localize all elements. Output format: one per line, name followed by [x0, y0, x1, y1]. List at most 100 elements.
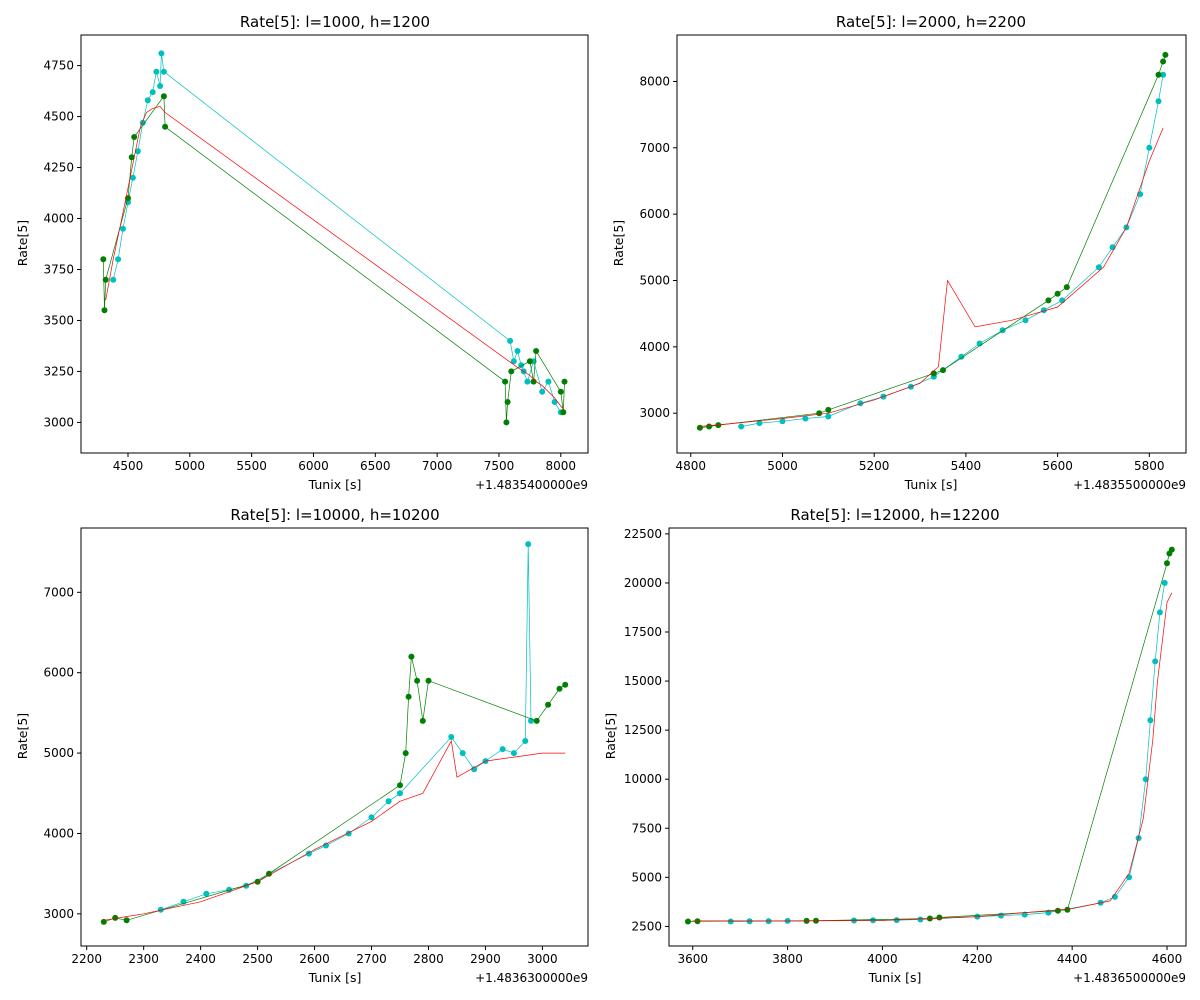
data-point-green: [545, 701, 552, 708]
y-tick-label: 22500: [624, 527, 662, 541]
data-point-green: [1063, 284, 1070, 291]
x-tick-label: 4500: [113, 459, 144, 473]
data-point-green: [1064, 906, 1071, 913]
data-point-green: [162, 123, 169, 130]
x-tick-label: 2500: [242, 952, 273, 966]
data-layer: [696, 51, 1169, 431]
data-point-green: [397, 782, 403, 789]
data-point-cyan: [115, 256, 122, 263]
y-tick-label: 4500: [43, 110, 74, 124]
data-point-cyan: [525, 541, 532, 548]
data-point-cyan: [857, 400, 864, 407]
axes-frame: [80, 34, 589, 454]
series-line-red: [699, 127, 1164, 427]
data-point-green: [561, 378, 568, 385]
y-axis-label: Rate[5]: [611, 220, 626, 266]
data-point-cyan: [1095, 264, 1102, 271]
x-tick-label: 3000: [527, 952, 558, 966]
x-tick-label: 5600: [1042, 459, 1073, 473]
subplot-bottom-right: Rate[5]: l=12000, h=12200 3600 3800 4000 42…: [603, 506, 1187, 985]
y-tick-label: 15000: [624, 674, 662, 688]
data-point-green: [131, 134, 138, 140]
data-layer: [100, 50, 568, 426]
y-tick-label: 8000: [639, 74, 670, 88]
x-offset-label: +1.4835500000e9: [1073, 478, 1186, 492]
data-point-cyan: [153, 68, 160, 75]
data-point-cyan: [551, 399, 558, 405]
data-point-cyan: [1156, 609, 1163, 616]
data-point-green: [816, 410, 823, 417]
data-point-cyan: [157, 83, 164, 89]
x-tick-label: 5500: [236, 459, 267, 473]
data-point-cyan: [825, 413, 832, 420]
y-tick-label: 6000: [43, 666, 74, 680]
data-point-cyan: [1040, 307, 1047, 314]
data-point-cyan: [1022, 317, 1029, 324]
data-point-green: [1054, 290, 1061, 297]
data-point-cyan: [524, 378, 531, 385]
y-tick-label: 4000: [43, 212, 74, 226]
data-point-green: [112, 914, 119, 921]
x-tick-label: 2300: [128, 952, 159, 966]
x-tick-label: 2200: [71, 952, 102, 966]
data-point-cyan: [1059, 297, 1066, 304]
data-point-green: [696, 424, 703, 431]
x-tick-label: 2700: [356, 952, 387, 966]
x-tick-label: 4800: [675, 459, 706, 473]
data-point-green: [706, 423, 713, 430]
data-point-green: [530, 378, 537, 385]
y-axis-label: Rate[5]: [603, 713, 618, 759]
data-point-cyan: [459, 750, 466, 757]
data-point-green: [266, 870, 272, 877]
x-offset-label: +1.4836300000e9: [475, 971, 588, 985]
x-tick-label: 2600: [299, 952, 330, 966]
y-tick-label: 4250: [43, 161, 74, 175]
x-tick-label: 5000: [175, 459, 206, 473]
y-tick-label: 7000: [639, 141, 670, 155]
x-tick-label: 2400: [185, 952, 216, 966]
data-point-green: [557, 388, 564, 395]
x-tick-label: 5400: [951, 459, 982, 473]
y-tick-label: 3250: [43, 364, 74, 378]
x-tick-label: 6500: [360, 459, 391, 473]
data-point-green: [419, 717, 426, 724]
y-tick-label: 4750: [43, 59, 74, 73]
x-tick-label: 2800: [413, 952, 444, 966]
data-point-cyan: [507, 337, 514, 344]
plot-area: 2200 2300 2400 2500 2600 2700 2800 2900 3000 3000…: [43, 527, 589, 966]
data-point-cyan: [917, 916, 924, 923]
data-point-cyan: [522, 738, 529, 744]
x-tick-label: 2900: [470, 952, 501, 966]
x-offset-label: +1.4836500000e9: [1073, 971, 1186, 985]
data-point-cyan: [368, 814, 375, 821]
subplot-bottom-left: Rate[5]: l=10000, h=10200 2200 2300 2400 25…: [15, 506, 589, 985]
x-offset-label: +1.4835400000e9: [475, 478, 588, 492]
data-point-green: [504, 399, 511, 405]
data-point-cyan: [545, 378, 552, 385]
y-tick-label: 5000: [639, 273, 670, 287]
subplot-top-left: Rate[5]: l=1000, h=1200 4500 5000 5500 6000…: [15, 13, 589, 492]
data-point-green: [526, 358, 533, 365]
plot-area: 4500 5000 5500 6000 6500 7000 7500 8000 3000 3250…: [43, 34, 589, 473]
x-tick-label: 7500: [484, 459, 515, 473]
data-point-green: [425, 677, 432, 684]
data-point-green: [560, 409, 567, 416]
subplot-top-right: Rate[5]: l=2000, h=2200 4800 5000 5200 5400…: [611, 13, 1187, 492]
data-layer: [685, 546, 1175, 925]
x-tick-label: 6000: [298, 459, 329, 473]
y-axis-label: Rate[5]: [15, 713, 30, 759]
y-tick-label: 10000: [624, 772, 662, 786]
data-point-green: [123, 917, 130, 924]
y-tick-label: 3750: [43, 262, 74, 276]
data-point-green: [101, 307, 108, 314]
data-point-cyan: [779, 418, 786, 425]
data-point-cyan: [157, 906, 164, 913]
data-point-cyan: [160, 68, 167, 75]
series-line-cyan: [741, 74, 1164, 427]
data-point-cyan: [738, 423, 745, 430]
y-tick-label: 6000: [639, 207, 670, 221]
data-point-cyan: [510, 750, 517, 757]
data-point-green: [1162, 51, 1169, 58]
data-point-green: [502, 378, 509, 385]
data-point-cyan: [397, 790, 403, 797]
